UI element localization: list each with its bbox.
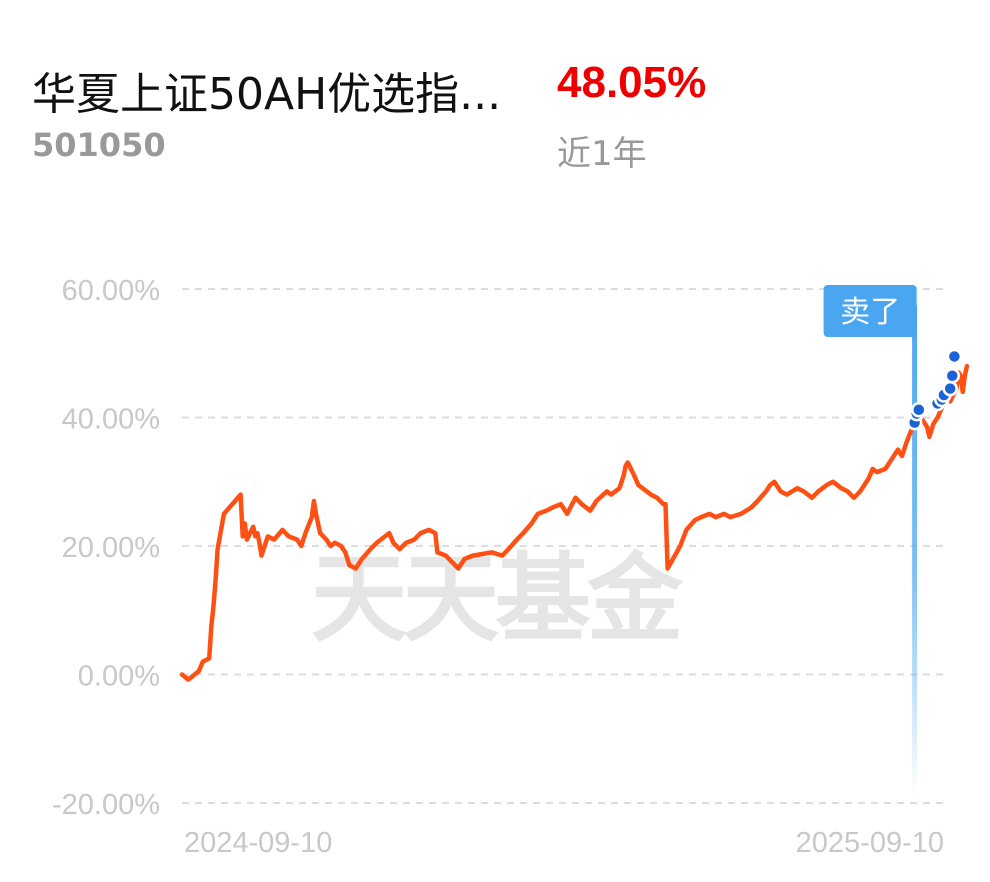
sell-marker-badge[interactable] [823,285,917,337]
y-tick-label: 20.00% [62,532,160,564]
return-value: 48.05% [557,58,707,107]
sell-marker-label: 卖了 [840,295,900,330]
series-line [179,363,970,682]
x-tick-label: 2025-09-10 [796,827,944,859]
x-tick-label: 2024-09-10 [184,827,332,859]
y-tick-label: 60.00% [62,275,160,307]
y-tick-label: 40.00% [62,404,160,436]
trade-point[interactable] [911,402,927,418]
watermark-text: 天天基金 [311,543,684,655]
sell-marker-line [912,305,918,797]
trade-point[interactable] [946,348,963,365]
trade-point[interactable] [944,367,961,384]
x-axis: 2024-09-10 2025-09-10 [184,827,944,859]
sell-marker[interactable]: 卖了 [823,285,918,797]
trade-point[interactable] [942,380,958,397]
grid-layer [182,288,948,804]
return-period: 近1年 [557,134,647,174]
fund-header: 华夏上证50AH优选指... 501050 48.05% 近1年 [0,0,990,200]
fund-code: 501050 [32,126,166,164]
y-tick-label: -20.00% [52,789,160,821]
y-tick-label: 0.00% [78,661,160,693]
performance-chart[interactable]: 天天基金 60.00% 40.00% 20.00% 0.00% -20.00% 2024… [0,200,990,878]
trade-points[interactable] [906,348,963,431]
chart-area[interactable]: 天天基金 60.00% 40.00% 20.00% 0.00% -20.00% 2024… [0,200,990,878]
fund-name[interactable]: 华夏上证50AH优选指... [32,69,502,120]
series-layer [179,363,970,682]
y-axis: 60.00% 40.00% 20.00% 0.00% -20.00% [52,275,160,821]
